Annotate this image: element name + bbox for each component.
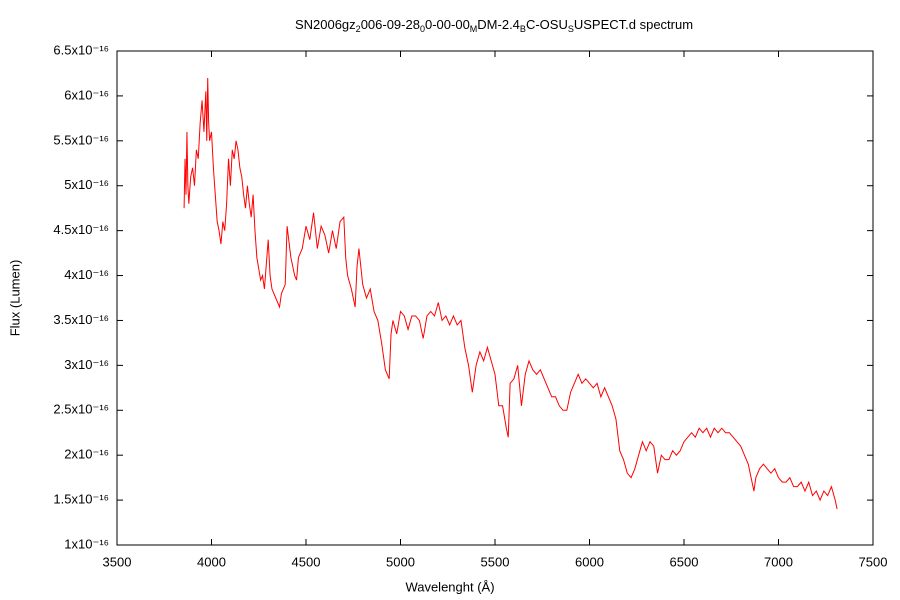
y-tick-label: 6.5x10⁻¹⁶: [53, 42, 109, 57]
y-tick-label: 5x10⁻¹⁶: [64, 177, 109, 192]
x-tick-label: 7500: [859, 554, 888, 569]
title-part: 2: [356, 24, 361, 34]
x-tick-label: 3500: [103, 554, 132, 569]
x-tick-label: 7000: [764, 554, 793, 569]
y-tick-label: 2.5x10⁻¹⁶: [53, 402, 109, 417]
x-tick-label: 6500: [670, 554, 699, 569]
x-tick-label: 6000: [575, 554, 604, 569]
x-tick-label: 4500: [292, 554, 321, 569]
title-part: SN2006gz: [295, 17, 356, 32]
title-part: DM-2.4: [477, 17, 520, 32]
x-axis-label: Wavelenght (Å): [405, 579, 494, 594]
chart-title: SN2006gz2006-09-2800-00-00MDM-2.4BC-OSUS…: [295, 17, 693, 34]
title-part: B: [520, 24, 526, 34]
x-tick-label: 5500: [481, 554, 510, 569]
y-tick-label: 4x10⁻¹⁶: [64, 267, 109, 282]
title-part: M: [470, 24, 478, 34]
y-tick-label: 3x10⁻¹⁶: [64, 357, 109, 372]
spectrum-line: [183, 77, 838, 510]
title-part: USPECT.d spectrum: [574, 17, 693, 32]
title-part: 0: [420, 24, 425, 34]
title-part: S: [568, 24, 574, 34]
title-part: 0-00-00: [425, 17, 470, 32]
x-tick-label: 5000: [386, 554, 415, 569]
y-tick-label: 4.5x10⁻¹⁶: [53, 222, 109, 237]
y-tick-label: 2x10⁻¹⁶: [64, 447, 109, 462]
y-tick-label: 6x10⁻¹⁶: [64, 87, 109, 102]
y-tick-label: 3.5x10⁻¹⁶: [53, 312, 109, 327]
x-tick-label: 4000: [197, 554, 226, 569]
y-tick-label: 1.5x10⁻¹⁶: [53, 492, 109, 507]
title-part: C-OSU: [526, 17, 568, 32]
title-part: 006-09-28: [361, 17, 420, 32]
y-tick-label: 5.5x10⁻¹⁶: [53, 132, 109, 147]
plot-frame: [116, 50, 874, 546]
y-axis-label: Flux (Lumen): [7, 260, 22, 337]
y-tick-label: 1x10⁻¹⁶: [64, 536, 109, 551]
